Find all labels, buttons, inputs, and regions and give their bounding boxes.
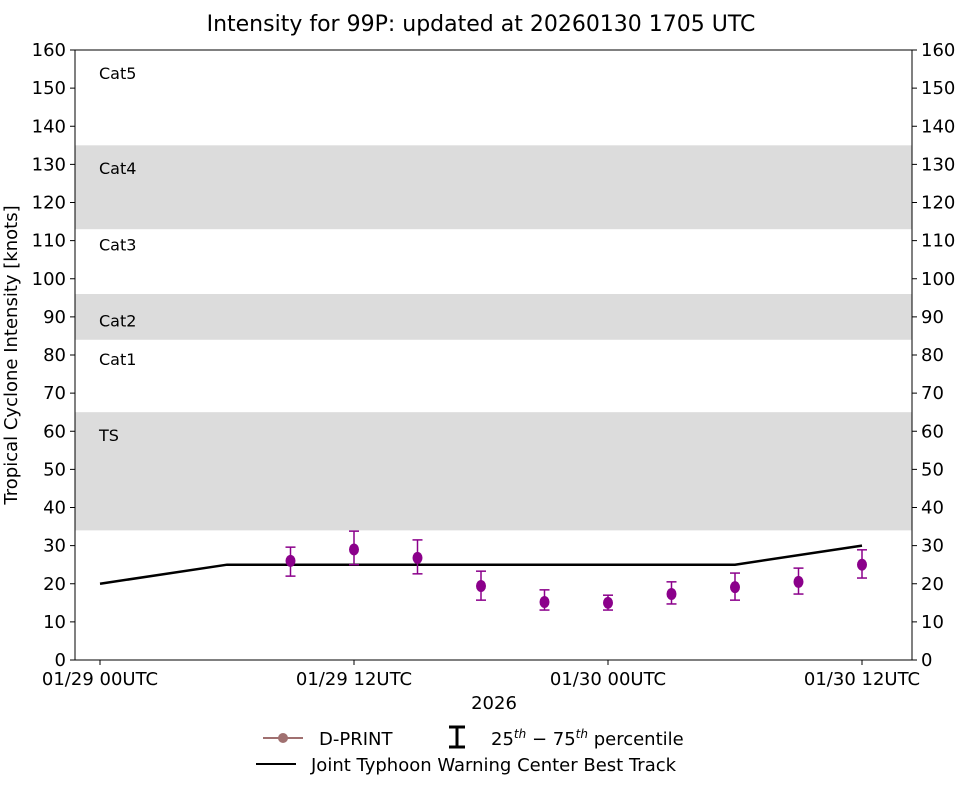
- dprint-point-group: [476, 570, 486, 601]
- category-bands: [75, 145, 912, 531]
- y-tick-label-left: 140: [32, 116, 66, 137]
- dprint-point: [539, 596, 550, 609]
- y-tick-label-left: 40: [43, 498, 66, 519]
- y-tick-label-right: 70: [921, 383, 944, 404]
- category-band: [75, 294, 912, 340]
- y-tick-label-left: 160: [32, 40, 66, 61]
- dprint-point-group: [412, 539, 423, 575]
- dprint-point: [285, 554, 296, 567]
- category-label: Cat1: [99, 350, 136, 369]
- dprint-point-group: [793, 567, 804, 595]
- y-tick-label-right: 50: [921, 459, 944, 480]
- y-tick-label-right: 120: [921, 193, 955, 214]
- y-tick-label-left: 70: [43, 383, 66, 404]
- y-tick-label-left: 0: [55, 650, 66, 671]
- dprint-point-group: [666, 581, 677, 605]
- y-axis-ticks: 0 0 10 10 20 20 30 30 40 40 50 50 60 60 70 70 80 80 90 90 10…: [32, 40, 956, 671]
- category-band: [75, 145, 912, 230]
- x-axis-ticks: 01/29 00UTC 01/29 12UTC 01/30 00UTC 01/30 1…: [42, 660, 920, 690]
- y-tick-label-right: 0: [921, 650, 932, 671]
- x-axis-label: 2026: [471, 693, 517, 714]
- x-tick-label: 01/29 00UTC: [42, 669, 158, 690]
- y-axis-label: Tropical Cyclone Intensity [knots]: [1, 205, 22, 505]
- legend-dprint-label: D-PRINT: [319, 729, 393, 750]
- y-tick-label-right: 110: [921, 231, 955, 252]
- dprint-point-group: [349, 530, 359, 566]
- legend-percentile-label: 25th − 75th percentile: [491, 727, 684, 750]
- dprint-point: [730, 581, 740, 594]
- x-tick-label: 01/30 12UTC: [804, 669, 920, 690]
- y-tick-label-left: 150: [32, 78, 66, 99]
- y-tick-label-left: 90: [43, 307, 66, 328]
- category-label: Cat3: [99, 235, 136, 254]
- category-label: TS: [98, 426, 119, 445]
- y-tick-label-right: 150: [921, 78, 955, 99]
- best-track-line: [99, 544, 863, 585]
- y-tick-label-right: 160: [921, 40, 955, 61]
- y-tick-label-right: 40: [921, 498, 944, 519]
- dprint-point: [793, 575, 804, 588]
- dprint-point: [349, 543, 359, 556]
- y-tick-label-left: 50: [43, 459, 66, 480]
- category-band: [75, 412, 912, 531]
- series-layer: [99, 530, 867, 611]
- x-tick-label: 01/29 12UTC: [296, 669, 412, 690]
- legend-errorbar-icon: [449, 725, 465, 749]
- y-tick-label-right: 90: [921, 307, 944, 328]
- dprint-point: [666, 588, 677, 601]
- y-tick-label-left: 80: [43, 345, 66, 366]
- y-tick-label-left: 20: [43, 574, 66, 595]
- dprint-point-group: [539, 589, 550, 611]
- y-tick-label-right: 140: [921, 116, 955, 137]
- dprint-point: [412, 551, 423, 564]
- chart-title: Intensity for 99P: updated at 20260130 1…: [207, 12, 756, 37]
- dprint-point: [476, 580, 486, 593]
- y-tick-label-left: 60: [43, 421, 66, 442]
- y-tick-label-right: 130: [921, 154, 955, 175]
- y-tick-label-right: 20: [921, 574, 944, 595]
- y-tick-label-right: 80: [921, 345, 944, 366]
- dprint-point-group: [857, 549, 867, 579]
- dprint-point-group: [603, 594, 613, 611]
- y-tick-label-right: 10: [921, 612, 944, 633]
- y-tick-label-left: 100: [32, 269, 66, 290]
- dprint-point-group: [285, 546, 296, 577]
- dprint-point-group: [730, 572, 740, 601]
- y-tick-label-left: 10: [43, 612, 66, 633]
- y-tick-label-right: 60: [921, 421, 944, 442]
- legend: D-PRINT 25th − 75th percentile Joint Typ…: [256, 725, 684, 776]
- y-tick-label-left: 30: [43, 536, 66, 557]
- category-label: Cat5: [99, 64, 136, 83]
- dprint-point: [857, 558, 867, 571]
- category-labels: Cat5 Cat4 Cat3 Cat2 Cat1 TS: [98, 64, 136, 445]
- x-tick-label: 01/30 00UTC: [550, 669, 666, 690]
- y-tick-label-left: 120: [32, 193, 66, 214]
- category-label: Cat2: [99, 312, 136, 331]
- plot-frame: [74, 49, 913, 661]
- y-tick-label-right: 100: [921, 269, 955, 290]
- legend-dprint-marker: [278, 733, 288, 743]
- legend-best-track-label: Joint Typhoon Warning Center Best Track: [310, 755, 677, 776]
- y-tick-label-left: 130: [32, 154, 66, 175]
- y-tick-label-right: 30: [921, 536, 944, 557]
- category-label: Cat4: [99, 159, 136, 178]
- y-tick-label-left: 110: [32, 231, 66, 252]
- dprint-point: [603, 596, 613, 609]
